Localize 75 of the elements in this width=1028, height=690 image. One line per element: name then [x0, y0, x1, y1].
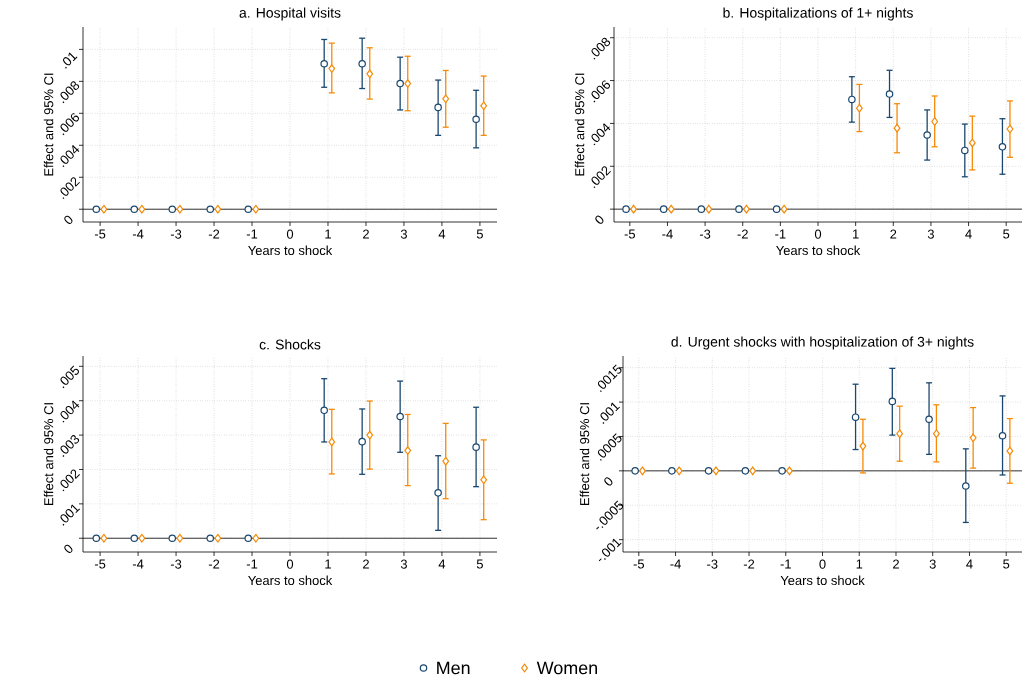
x-axis-title: Years to shock	[248, 245, 333, 256]
x-tick-label: 2	[893, 559, 899, 569]
y-tick-label: .008	[60, 81, 80, 104]
y-tick-label: .001	[60, 504, 81, 526]
x-tick-label: 3	[927, 229, 934, 239]
y-tick-label: 0	[604, 477, 613, 486]
x-axis-title: Years to shock	[248, 575, 333, 586]
y-tick-label: .006	[60, 113, 80, 136]
y-tick-label: 0	[595, 215, 604, 224]
x-tick-label: 2	[363, 229, 369, 239]
chart-title: d. Urgent shocks with hospitalization of 3+ nights	[671, 336, 974, 350]
x-tick-label: -2	[208, 229, 220, 239]
chart-title: b. Hospitalizations of 1+ nights	[723, 7, 913, 21]
x-tick-label: 5	[476, 229, 483, 239]
x-tick-label: 1	[853, 229, 859, 239]
x-tick-label: 3	[400, 559, 407, 569]
x-tick-label: 5	[1003, 559, 1010, 569]
x-tick-label: 2	[363, 559, 369, 569]
x-tick-label: -5	[94, 229, 106, 239]
legend-label: Men	[437, 661, 470, 675]
x-tick-label: 4	[965, 229, 972, 239]
y-tick-label: 0	[64, 215, 73, 224]
x-tick-label: -1	[246, 229, 258, 239]
x-tick-label: -4	[132, 559, 144, 569]
y-tick-label: .002	[591, 166, 611, 189]
x-tick-label: -3	[170, 559, 182, 569]
y-tick-label: 0	[64, 544, 73, 553]
y-tick-label: .004	[591, 123, 611, 146]
x-tick-label: -2	[737, 229, 748, 239]
y-axis-title: Effect and 95% CI	[43, 73, 54, 176]
chart-title: c. Shocks	[259, 339, 321, 350]
legend-label: Women	[536, 661, 597, 675]
x-tick-label: -3	[170, 229, 182, 239]
y-tick-label: .003	[60, 435, 80, 457]
x-tick-label: -2	[743, 559, 755, 569]
x-tick-label: 0	[286, 229, 294, 239]
y-tick-label: .004	[60, 144, 80, 168]
x-tick-label: -4	[662, 229, 673, 239]
x-tick-label: -5	[633, 559, 645, 569]
y-tick-label: .004	[60, 400, 80, 423]
x-tick-label: 1	[325, 229, 331, 239]
y-axis-title: Effect and 95% CI	[43, 403, 54, 506]
y-tick-label: -.001	[598, 538, 622, 562]
x-tick-label: -1	[246, 559, 258, 569]
x-tick-label: 0	[819, 559, 826, 569]
x-tick-label: 3	[929, 559, 936, 569]
x-tick-label: -1	[780, 559, 791, 569]
y-tick-label: .01	[62, 52, 78, 69]
x-tick-label: 2	[890, 229, 897, 239]
x-tick-label: 4	[438, 559, 446, 569]
y-axis-title: Effect and 95% CI	[574, 73, 585, 176]
chart-title: a. Hospital visits	[239, 7, 341, 21]
x-tick-label: 5	[476, 559, 483, 569]
x-tick-label: 1	[856, 559, 863, 569]
x-tick-label: 0	[286, 559, 294, 569]
y-tick-label: .002	[60, 469, 80, 492]
x-tick-label: 5	[1003, 229, 1010, 239]
x-tick-label: 1	[325, 559, 331, 569]
y-tick-label: .002	[60, 177, 80, 200]
y-axis-title: Effect and 95% CI	[579, 403, 590, 506]
x-tick-label: 4	[438, 229, 446, 239]
x-axis-title: Years to shock	[780, 575, 865, 586]
x-tick-label: 3	[400, 229, 407, 239]
x-tick-label: -1	[775, 229, 786, 239]
x-tick-label: -5	[94, 559, 106, 569]
x-tick-label: -2	[208, 559, 220, 569]
x-tick-label: -3	[707, 559, 718, 569]
x-tick-label: 4	[966, 559, 973, 569]
x-tick-label: -5	[624, 229, 636, 239]
x-tick-label: 0	[814, 229, 822, 239]
x-tick-label: -4	[670, 559, 681, 569]
x-axis-title: Years to shock	[776, 245, 861, 256]
y-tick-label: .001	[600, 402, 621, 424]
x-tick-label: -3	[699, 229, 711, 239]
x-tick-label: -4	[132, 229, 144, 239]
